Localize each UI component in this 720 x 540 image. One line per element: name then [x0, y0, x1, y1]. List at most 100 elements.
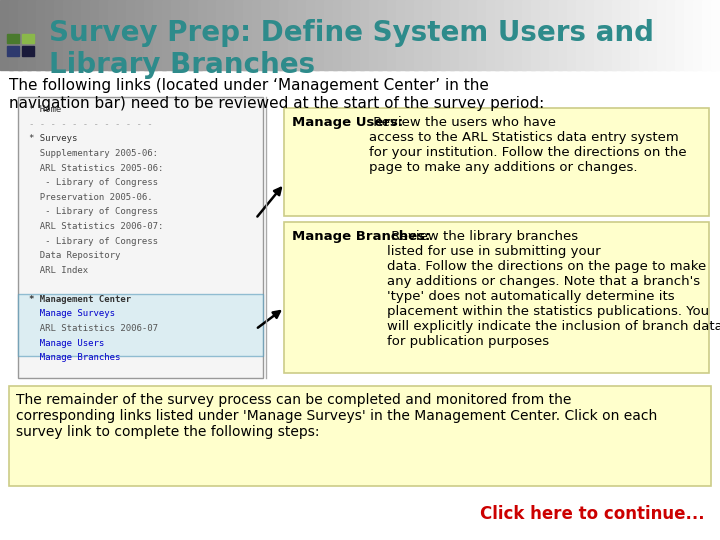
- Bar: [639, 0, 652, 70]
- Bar: [0, 0, 13, 70]
- Bar: [666, 0, 679, 70]
- Text: * Surveys: * Surveys: [29, 134, 77, 144]
- Bar: [450, 0, 462, 70]
- Bar: [36, 0, 49, 70]
- Bar: [297, 0, 310, 70]
- Bar: [657, 0, 670, 70]
- Bar: [90, 0, 103, 70]
- Text: Supplementary 2005-06:: Supplementary 2005-06:: [29, 149, 158, 158]
- Bar: [216, 0, 229, 70]
- Bar: [396, 0, 409, 70]
- Bar: [594, 0, 606, 70]
- FancyBboxPatch shape: [284, 108, 709, 216]
- Bar: [81, 0, 94, 70]
- Text: ARL Statistics 2005-06:: ARL Statistics 2005-06:: [29, 164, 163, 173]
- Text: - Library of Congress: - Library of Congress: [29, 207, 158, 217]
- Bar: [621, 0, 634, 70]
- Text: Review the library branches
listed for use in submitting your
data. Follow the d: Review the library branches listed for u…: [387, 230, 720, 348]
- Text: Manage Branches:: Manage Branches:: [292, 230, 430, 243]
- Bar: [306, 0, 319, 70]
- Bar: [315, 0, 328, 70]
- Text: * Management Center: * Management Center: [29, 295, 131, 304]
- Bar: [7, 46, 19, 56]
- Text: The remainder of the survey process can be completed and monitored from the
corr: The remainder of the survey process can …: [16, 393, 657, 439]
- Bar: [99, 0, 112, 70]
- Bar: [144, 0, 157, 70]
- Bar: [27, 0, 40, 70]
- Bar: [234, 0, 246, 70]
- Text: Click here to continue...: Click here to continue...: [480, 505, 704, 523]
- Bar: [288, 0, 301, 70]
- Bar: [675, 0, 688, 70]
- Text: Data Repository: Data Repository: [29, 251, 120, 260]
- Bar: [531, 0, 544, 70]
- Bar: [711, 0, 720, 70]
- Bar: [558, 0, 571, 70]
- Text: Manage Surveys: Manage Surveys: [29, 309, 114, 319]
- Bar: [9, 0, 22, 70]
- Bar: [612, 0, 625, 70]
- Bar: [342, 0, 355, 70]
- Bar: [684, 0, 697, 70]
- Bar: [540, 0, 553, 70]
- Bar: [486, 0, 498, 70]
- Text: Manage Branches: Manage Branches: [29, 353, 120, 362]
- Bar: [414, 0, 426, 70]
- Bar: [387, 0, 400, 70]
- Text: Survey Prep: Define System Users and
Library Branches: Survey Prep: Define System Users and Lib…: [49, 19, 654, 79]
- Bar: [333, 0, 346, 70]
- Bar: [126, 0, 138, 70]
- Bar: [567, 0, 580, 70]
- FancyBboxPatch shape: [9, 386, 711, 486]
- Bar: [270, 0, 283, 70]
- Bar: [648, 0, 661, 70]
- Bar: [378, 0, 390, 70]
- Bar: [162, 0, 174, 70]
- Bar: [369, 0, 382, 70]
- Bar: [261, 0, 274, 70]
- Text: - Library of Congress: - Library of Congress: [29, 237, 158, 246]
- Text: ARL Statistics 2006-07:: ARL Statistics 2006-07:: [29, 222, 163, 231]
- Bar: [441, 0, 454, 70]
- Bar: [108, 0, 121, 70]
- Bar: [135, 0, 148, 70]
- Bar: [360, 0, 373, 70]
- Bar: [504, 0, 516, 70]
- Bar: [405, 0, 418, 70]
- Bar: [180, 0, 193, 70]
- Text: Review the users who have
access to the ARL Statistics data entry system
for you: Review the users who have access to the …: [369, 116, 687, 173]
- Bar: [117, 0, 130, 70]
- Text: ARL Statistics 2006-07: ARL Statistics 2006-07: [29, 324, 158, 333]
- FancyArrowPatch shape: [257, 188, 281, 217]
- Bar: [54, 0, 66, 70]
- Bar: [189, 0, 202, 70]
- Bar: [630, 0, 643, 70]
- Bar: [225, 0, 238, 70]
- Text: ARL Index: ARL Index: [29, 266, 88, 275]
- Bar: [72, 0, 85, 70]
- Bar: [153, 0, 166, 70]
- Bar: [279, 0, 292, 70]
- Bar: [63, 0, 76, 70]
- Bar: [7, 34, 19, 43]
- Bar: [585, 0, 598, 70]
- Bar: [576, 0, 589, 70]
- Bar: [207, 0, 220, 70]
- Bar: [468, 0, 481, 70]
- Bar: [198, 0, 211, 70]
- Bar: [171, 0, 184, 70]
- Text: - Library of Congress: - Library of Congress: [29, 178, 158, 187]
- Bar: [693, 0, 706, 70]
- Bar: [495, 0, 508, 70]
- Bar: [22, 46, 34, 56]
- Bar: [513, 0, 526, 70]
- Text: Preservation 2005-06.: Preservation 2005-06.: [29, 193, 153, 202]
- Bar: [22, 34, 34, 43]
- Bar: [18, 294, 263, 356]
- Bar: [603, 0, 616, 70]
- Bar: [252, 0, 265, 70]
- FancyBboxPatch shape: [18, 97, 263, 378]
- Bar: [18, 0, 30, 70]
- Bar: [45, 0, 58, 70]
- Bar: [432, 0, 444, 70]
